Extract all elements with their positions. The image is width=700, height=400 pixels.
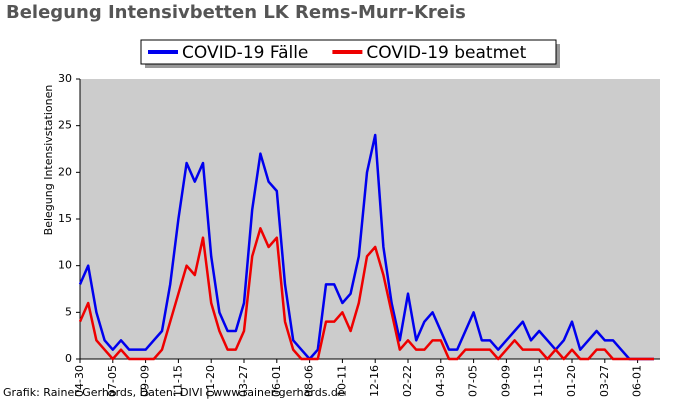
series-line xyxy=(78,227,654,361)
x-tick-label: 06-01 xyxy=(270,365,283,397)
legend-label: COVID-19 Fälle xyxy=(182,43,308,63)
x-tick-label: 07-05 xyxy=(106,365,119,397)
x-tick-label: 04-30 xyxy=(73,365,86,397)
plot-area xyxy=(80,79,660,359)
x-tick-label: 07-05 xyxy=(467,365,480,397)
series-line xyxy=(78,133,654,361)
x-tick-label: 11-15 xyxy=(171,365,184,397)
chart-title: Belegung Intensivbetten LK Rems-Murr-Kre… xyxy=(6,2,466,23)
x-tick-label: 11-15 xyxy=(532,365,545,397)
x-tick-label: 03-27 xyxy=(598,365,611,397)
footer: Grafik: Rainer Gerhards, Daten: DIVI | w… xyxy=(3,386,345,399)
y-tick-label: 5 xyxy=(65,305,72,318)
x-tick-label: 08-06 xyxy=(303,365,316,397)
y-tick-label: 10 xyxy=(58,259,72,272)
y-tick-label: 30 xyxy=(58,72,72,85)
y-tick-label: 15 xyxy=(58,212,72,225)
y-tick-label: 20 xyxy=(58,165,72,178)
legend-label: COVID-19 beatmet xyxy=(366,43,526,63)
x-tick-label: 12-16 xyxy=(368,365,381,397)
x-tick-label: 10-11 xyxy=(335,365,348,397)
y-tick-label: 25 xyxy=(58,119,72,132)
x-tick-label: 02-22 xyxy=(401,365,414,397)
x-tick-label: 06-01 xyxy=(631,365,644,397)
x-tick-label: 03-27 xyxy=(237,365,250,397)
x-tick-label: 04-30 xyxy=(434,365,447,397)
x-tick-label: 01-20 xyxy=(204,365,217,397)
x-tick-label: 01-20 xyxy=(565,365,578,397)
x-tick-label: 09-09 xyxy=(499,365,512,397)
x-tick-label: 09-09 xyxy=(139,365,152,397)
y-axis-label: Belegung Intensivstationen xyxy=(42,85,55,236)
y-tick-label: 0 xyxy=(65,352,72,365)
